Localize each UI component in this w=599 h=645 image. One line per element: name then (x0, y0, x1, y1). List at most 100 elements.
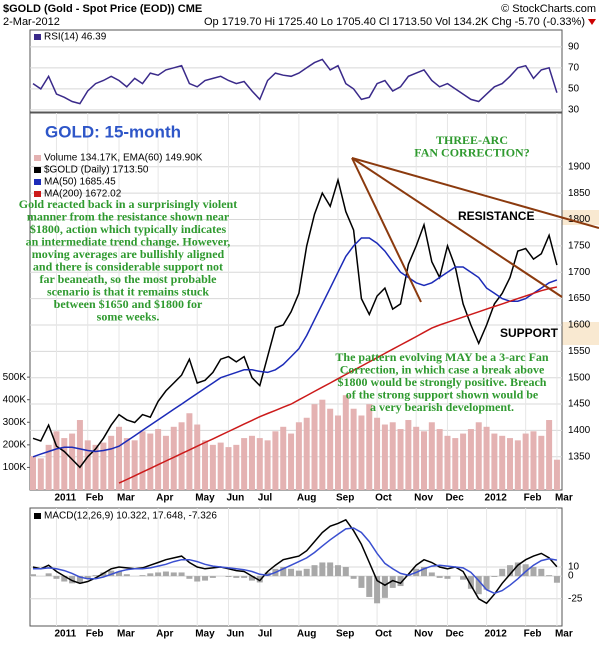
legend-swatch (34, 191, 41, 197)
y-tick-label: 70 (568, 62, 580, 73)
y-tick-label: 1900 (568, 161, 591, 172)
bar (162, 435, 169, 490)
x-tick-label: Feb (86, 629, 104, 640)
bar (350, 576, 357, 579)
down-arrow (588, 19, 596, 25)
bar (389, 422, 396, 490)
bar (507, 565, 514, 577)
bar (319, 399, 326, 490)
bar (530, 567, 537, 577)
bar (295, 570, 302, 577)
bar (475, 422, 482, 490)
bar (507, 438, 514, 490)
bar (303, 417, 310, 490)
bar (256, 438, 263, 490)
legend-swatch (34, 167, 41, 173)
bar (514, 440, 521, 490)
bar (53, 431, 60, 490)
y-tick-label: 1800 (568, 214, 591, 225)
bar (452, 438, 459, 490)
bar (342, 395, 349, 490)
annotation: THREE-ARC (436, 133, 508, 147)
bar (264, 440, 271, 490)
annotation: SUPPORT (500, 326, 559, 340)
annotation: moving averages are bullishly aligned (32, 247, 225, 261)
bar (108, 435, 115, 490)
bar (405, 420, 412, 490)
bar (483, 426, 490, 490)
bar (436, 429, 443, 490)
bar (217, 442, 224, 490)
legend-swatch (34, 155, 41, 161)
legend-label: MA(200) 1672.02 (44, 189, 122, 200)
x-tick-label: May (195, 629, 215, 640)
bar (342, 567, 349, 577)
bar (546, 575, 553, 577)
bar (381, 576, 388, 598)
annotation: far beaneath, so the most probable (40, 272, 218, 286)
bar (280, 567, 287, 577)
x-tick-label: Feb (524, 493, 542, 504)
y-tick-label: 1700 (568, 267, 591, 278)
bar (303, 568, 310, 577)
bar (334, 415, 341, 490)
bar (467, 429, 474, 490)
bar (483, 576, 490, 590)
bar (162, 571, 169, 577)
bar (499, 568, 506, 577)
bar (460, 576, 467, 580)
header-stats: Op 1719.70 Hi 1725.40 Lo 1705.40 Cl 1713… (204, 16, 585, 28)
annotation: RESISTANCE (458, 209, 534, 223)
copyright: © StockCharts.com (501, 3, 596, 15)
bar (428, 422, 435, 490)
x-tick-label: Jul (258, 629, 273, 640)
y-tick-label: 1550 (568, 346, 591, 357)
bar (155, 429, 162, 490)
y-tick-label: 50 (568, 84, 580, 95)
x-tick-label: Oct (375, 493, 392, 504)
bar (225, 576, 232, 577)
bar (186, 413, 193, 490)
bar (319, 562, 326, 577)
bar (397, 576, 404, 587)
bar (248, 435, 255, 490)
annotation: Gold reacted back in a surprisingly viol… (19, 197, 237, 211)
plots: 30 50 70 90 RSI(14) 46.39 1350 1400 1450 1500 155… (3, 29, 591, 640)
bar (553, 576, 560, 583)
bar (264, 572, 271, 577)
bar (428, 572, 435, 577)
bar (61, 576, 68, 582)
annotation: and there is considerable support not (33, 259, 223, 273)
header-title: $GOLD (Gold - Spot Price (EOD)) CME (3, 3, 202, 15)
x-tick-label: Dec (445, 493, 464, 504)
bar (61, 438, 68, 490)
bar (327, 408, 334, 490)
y-tick-label: 1750 (568, 241, 591, 252)
bar (397, 429, 404, 490)
annotation: manner from the resistance shown near (27, 209, 230, 223)
bar (76, 576, 83, 583)
legend-swatch (34, 34, 41, 40)
bar (436, 576, 443, 578)
bar (381, 424, 388, 490)
bar (327, 562, 334, 577)
bar (202, 440, 209, 490)
bar (358, 576, 365, 588)
annotation: a very bearish development. (370, 400, 514, 414)
bar (178, 572, 185, 577)
bar (546, 420, 553, 490)
bar (553, 459, 560, 490)
legend-label: RSI(14) 46.39 (44, 32, 107, 43)
bar (295, 422, 302, 490)
legend-label: $GOLD (Daily) 1713.50 (44, 165, 149, 176)
y-tick-label: 90 (568, 41, 580, 52)
y-tick-label: 30 (568, 105, 580, 116)
x-tick-label: Feb (524, 629, 542, 640)
bar (530, 431, 537, 490)
bar (538, 435, 545, 490)
bar (389, 576, 396, 588)
series-line (32, 177, 558, 469)
bar (233, 444, 240, 490)
y2-tick-label: 400K (3, 394, 27, 405)
